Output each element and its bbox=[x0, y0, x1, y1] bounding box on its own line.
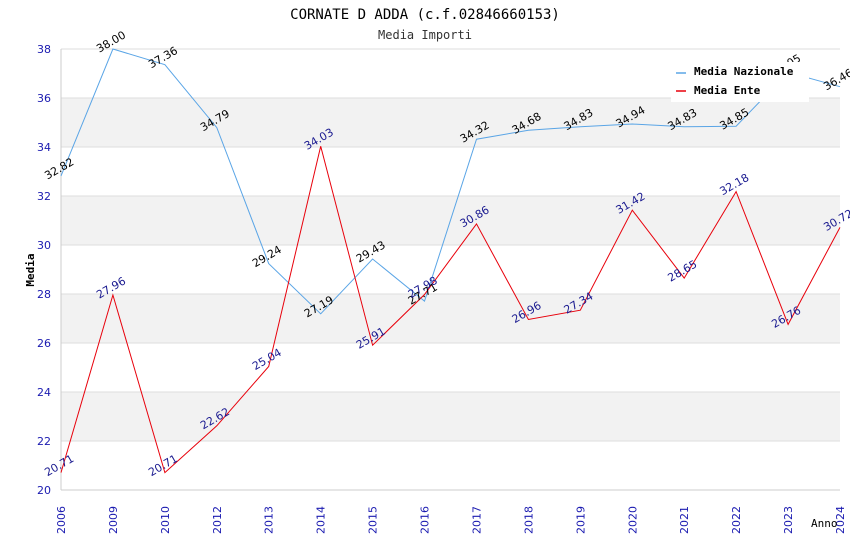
y-tick-label: 32 bbox=[37, 190, 51, 203]
x-tick-label: 2014 bbox=[315, 506, 328, 534]
x-tick-label: 2022 bbox=[730, 506, 743, 534]
x-tick-label: 2017 bbox=[470, 506, 483, 534]
grid-band bbox=[61, 294, 840, 343]
x-tick-label: 2023 bbox=[782, 506, 795, 534]
y-tick-label: 36 bbox=[37, 92, 51, 105]
grid-band bbox=[61, 392, 840, 441]
data-label-media-nazionale: 36.46 bbox=[821, 66, 850, 93]
x-tick-label: 2010 bbox=[159, 506, 172, 534]
legend-label-media-ente: Media Ente bbox=[694, 84, 761, 97]
x-tick-label: 2015 bbox=[367, 506, 380, 534]
x-tick-label: 2006 bbox=[55, 506, 68, 534]
x-tick-label: 2024 bbox=[834, 506, 847, 534]
y-tick-label: 20 bbox=[37, 484, 51, 497]
x-tick-label: 2012 bbox=[211, 506, 224, 534]
x-tick-label: 2020 bbox=[626, 506, 639, 534]
x-axis-label: Anno bbox=[811, 517, 838, 530]
y-axis-label: Media bbox=[24, 253, 37, 286]
data-label-media-ente: 20.71 bbox=[146, 452, 180, 479]
legend-box bbox=[671, 62, 809, 102]
y-tick-label: 28 bbox=[37, 288, 51, 301]
series-lines bbox=[60, 48, 841, 474]
y-tick-label: 30 bbox=[37, 239, 51, 252]
legend-label-media-nazionale: Media Nazionale bbox=[694, 65, 794, 78]
x-tick-labels: 2006 2009 2010 2012 2013 2014 2015 2016 2017 2018… bbox=[55, 506, 847, 534]
data-label-media-nazionale: 38.00 bbox=[94, 28, 128, 55]
y-tick-labels: 20 22 24 26 28 30 32 34 36 38 bbox=[37, 43, 51, 497]
grid-band bbox=[61, 98, 840, 147]
data-label-media-nazionale: 29.24 bbox=[250, 243, 284, 270]
x-tick-label: 2016 bbox=[419, 506, 432, 534]
data-label-media-ente: 20.71 bbox=[42, 452, 76, 479]
x-tick-label: 2009 bbox=[107, 506, 120, 534]
chart-subtitle: Media Importi bbox=[378, 28, 472, 42]
grid-bands bbox=[61, 98, 840, 441]
x-tick-label: 2019 bbox=[574, 506, 587, 534]
y-tick-label: 26 bbox=[37, 337, 51, 350]
x-tick-label: 2013 bbox=[263, 506, 276, 534]
chart-title: CORNATE D ADDA (c.f.02846660153) bbox=[290, 7, 560, 23]
y-tick-label: 38 bbox=[37, 43, 51, 56]
y-tick-label: 34 bbox=[37, 141, 51, 154]
data-label-media-nazionale: 37.36 bbox=[146, 44, 180, 71]
data-label-media-nazionale: 32.82 bbox=[42, 155, 76, 182]
series-line-media-nazionale bbox=[60, 48, 841, 315]
x-tick-label: 2018 bbox=[522, 506, 535, 534]
y-tick-label: 22 bbox=[37, 435, 51, 448]
legend: Media Nazionale Media Ente bbox=[671, 62, 809, 102]
series-line-media-ente bbox=[60, 146, 841, 474]
data-label-media-ente: 28.65 bbox=[666, 258, 700, 285]
gridlines bbox=[61, 48, 840, 491]
x-tick-label: 2021 bbox=[678, 506, 691, 534]
y-tick-label: 24 bbox=[37, 386, 51, 399]
